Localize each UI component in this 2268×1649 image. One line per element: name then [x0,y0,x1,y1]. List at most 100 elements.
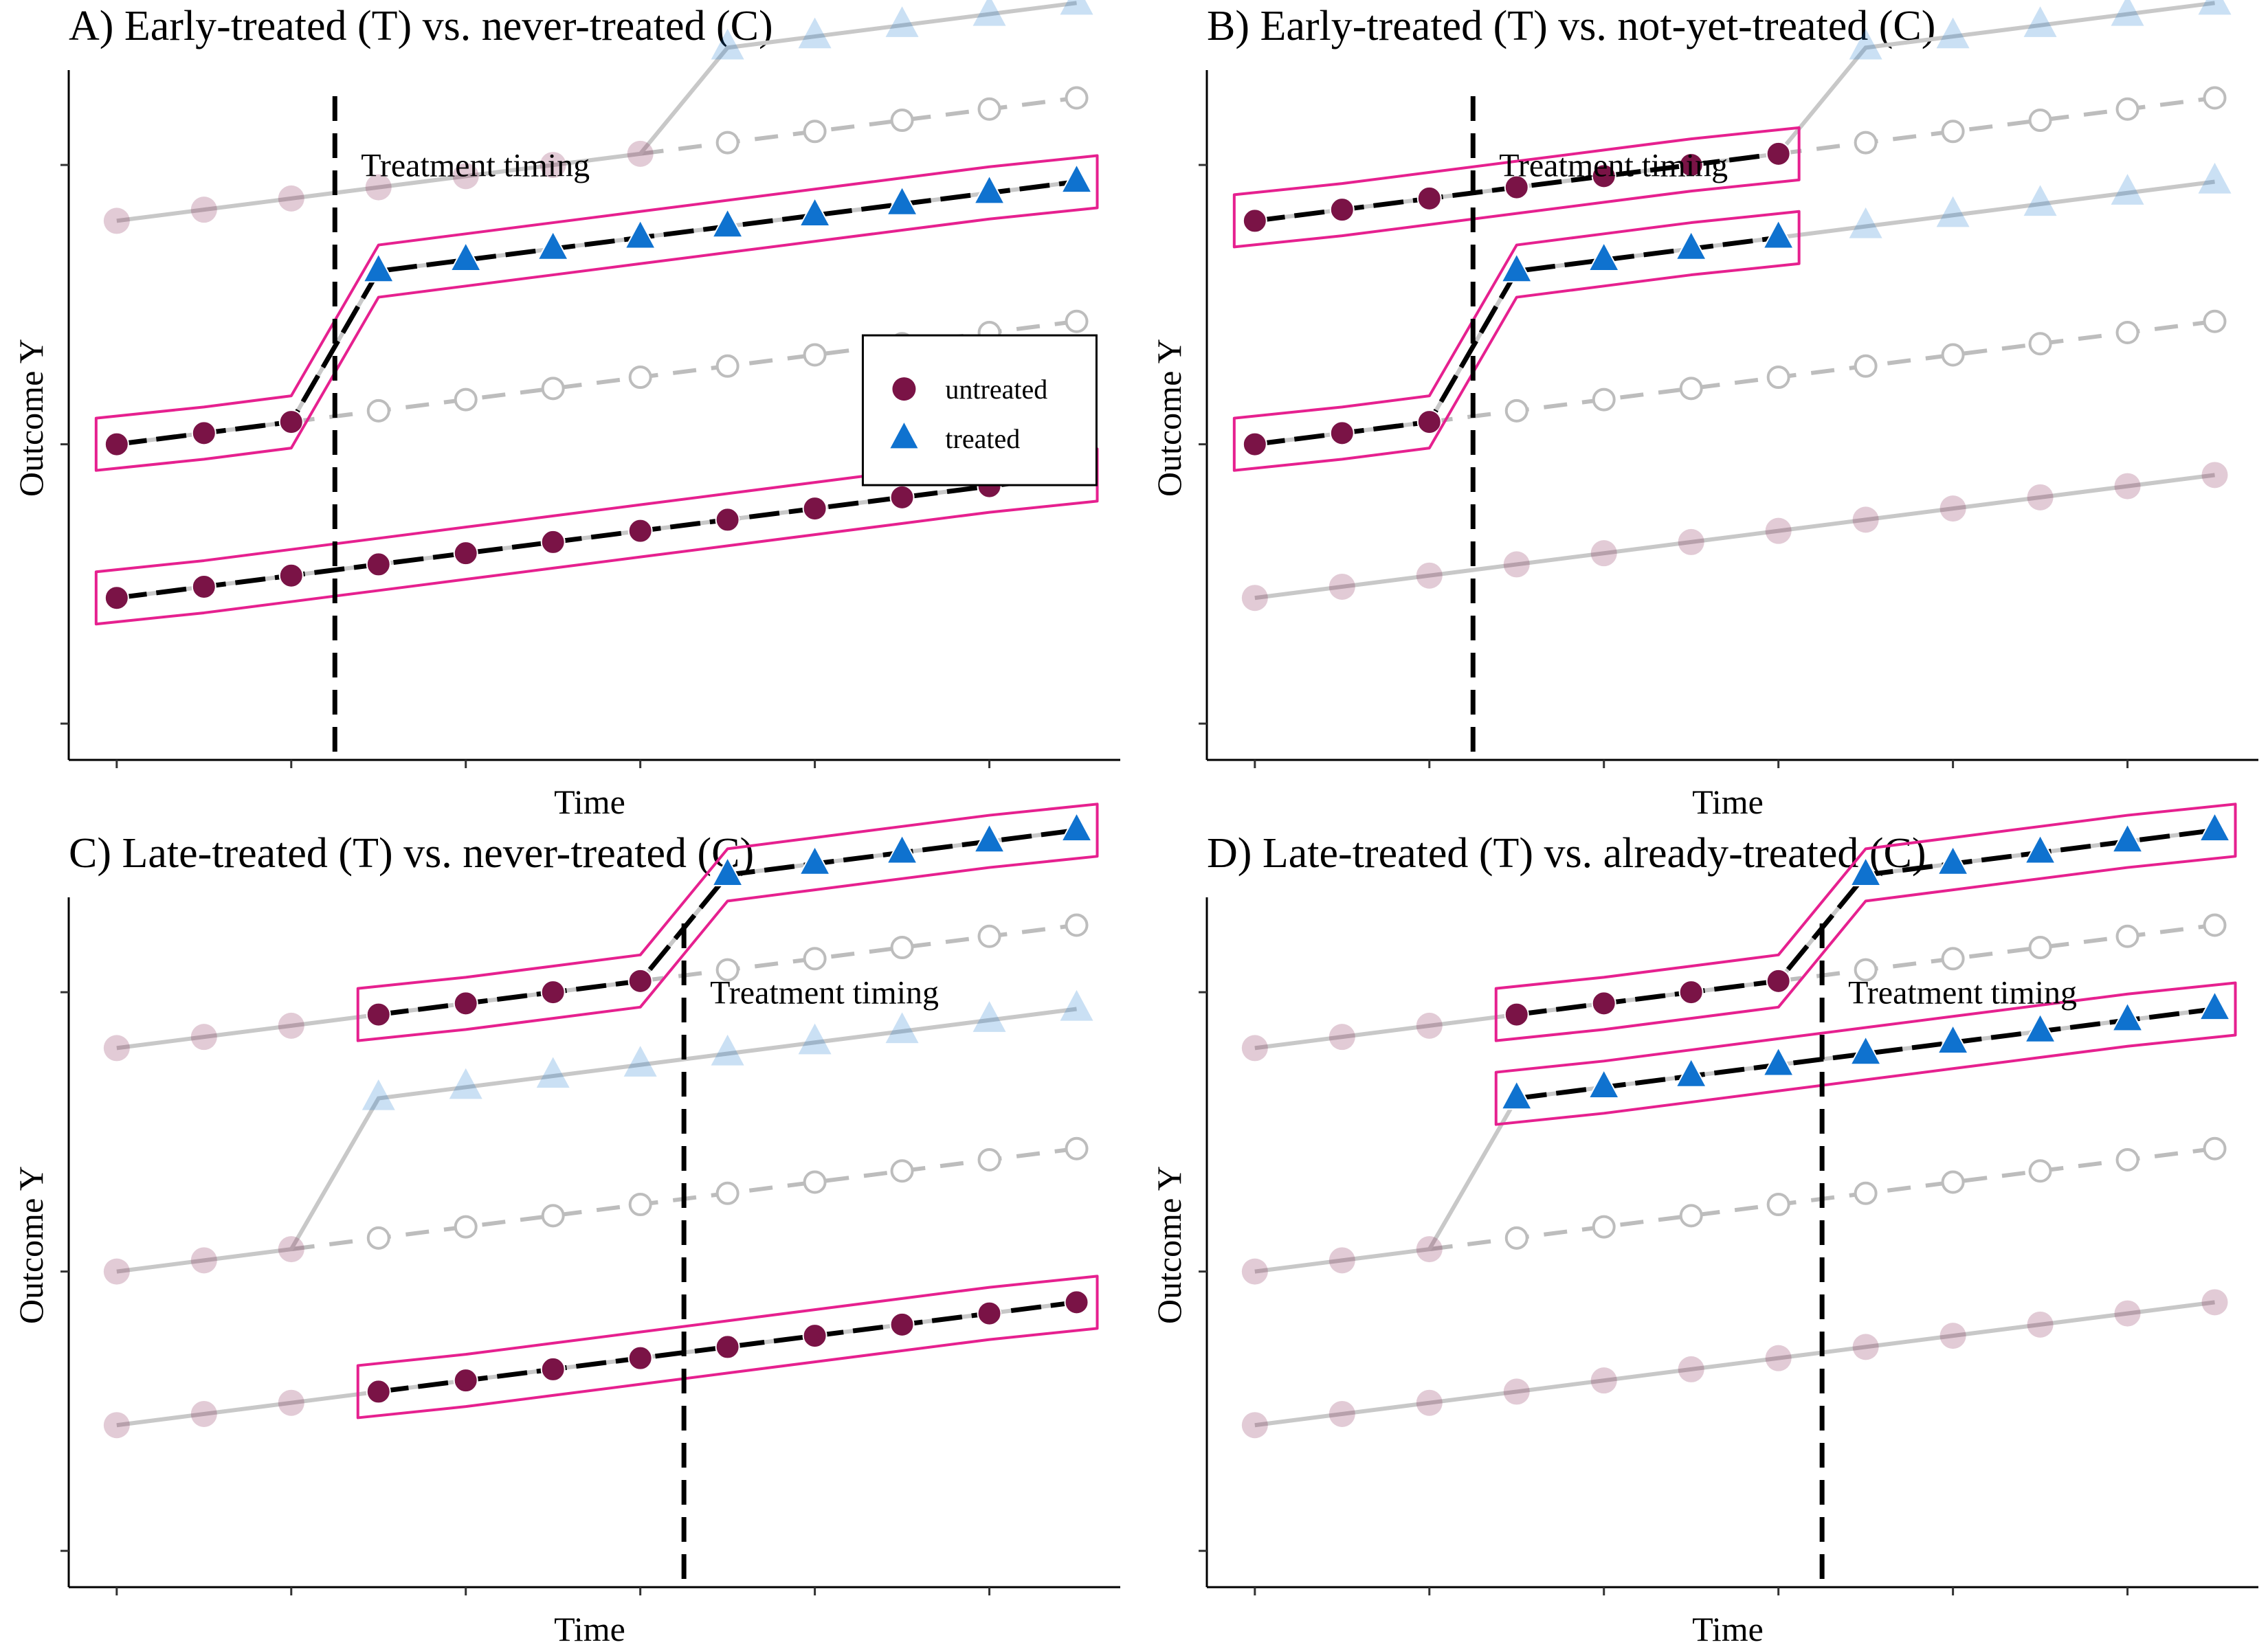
untreated-point [278,410,304,435]
treated-point [1500,252,1533,283]
untreated-point-faded [1241,1412,1268,1439]
treated-point-faded [449,1068,482,1099]
counterfactual-point [803,120,827,144]
untreated-point-faded [1241,1258,1268,1285]
untreated-point-faded [278,185,304,212]
untreated-point-faded [1678,528,1704,555]
counterfactual-point [715,354,740,378]
treated-point-faded [972,0,1006,26]
untreated-point [540,1356,566,1382]
highlight-outline [356,803,1099,1042]
untreated-point [1766,141,1791,166]
untreated-point-faded [2201,462,2228,489]
untreated-point [627,518,653,543]
treated-point [623,218,657,249]
treated-point [1588,1068,1621,1099]
series-line-faded [1254,473,2215,601]
treated-point-faded [362,1079,395,1110]
counterfactual-line [640,923,1077,983]
counterfactual-point [1941,1170,1965,1194]
highlight-outline [356,1275,1099,1420]
untreated-point [453,991,478,1016]
panel-d: D) Late-treated (T) vs. already-treated … [1150,803,2258,1648]
untreated-point-faded [1416,1236,1443,1263]
counterfactual-point [1941,947,1965,971]
untreated-point [1766,968,1791,994]
untreated-point [1591,164,1616,189]
counterfactual-point [1065,309,1089,333]
treated-point [1849,855,1882,887]
treatment-timing-label: Treatment timing [1499,147,1728,183]
untreated-point [1591,991,1616,1016]
treated-point [1936,1023,1970,1054]
counterfactual-point [1854,958,1878,982]
counterfactual-line [1778,96,2215,156]
treated-point-faded [711,28,744,60]
series-line-active [378,1299,1077,1394]
counterfactual-point [1766,366,1790,390]
untreated-point-faded [103,207,130,234]
counterfactual-point [1065,1136,1089,1160]
untreated-point-faded [1678,1356,1704,1382]
legend-label: untreated [945,374,1047,405]
x-axis-label: Time [554,783,625,821]
untreated-point [1678,980,1704,1005]
untreated-point [1416,410,1442,435]
untreated-point [104,585,129,611]
untreated-point-faded [2027,484,2054,511]
legend-treated-symbol [890,423,918,449]
untreated-point-faded [190,1400,217,1427]
highlight-outline [1494,981,2237,1126]
untreated-point-faded [627,140,654,167]
untreated-point-faded [103,1412,130,1439]
untreated-point [1504,175,1529,200]
counterfactual-point [890,936,914,960]
treated-point-faded [2111,174,2144,205]
counterfactual-point [977,1148,1001,1172]
untreated-point [802,1323,827,1349]
series-line-active [116,472,1077,601]
counterfactual-point [715,958,740,982]
treated-point [972,174,1006,205]
untreated-point [366,552,391,577]
treated-point [885,833,919,864]
untreated-point-faded [1765,1345,1792,1371]
counterfactual-point [2028,1159,2052,1183]
treated-point [2111,822,2144,853]
treated-point [1849,1035,1882,1066]
untreated-point [802,496,827,521]
treated-point-faded [885,6,919,37]
counterfactual-point [1592,1215,1616,1239]
untreated-point-faded [1416,1389,1443,1416]
treatment-timing-label: Treatment timing [361,147,590,183]
panel-title: C) Late-treated (T) vs. never-treated (C… [69,830,754,877]
counterfactual-point [2028,109,2052,133]
treated-point [1675,229,1708,260]
treated-point [1060,811,1093,842]
counterfactual-point [1766,1193,1790,1217]
untreated-point-faded [1328,1024,1355,1051]
untreated-point [453,541,478,566]
counterfactual-point [977,924,1001,948]
series-line-active [1516,1007,2215,1101]
untreated-point-faded [1503,551,1530,578]
panel-title: B) Early-treated (T) vs. not-yet-treated… [1207,3,1935,49]
x-axis-label: Time [1692,783,1764,821]
y-axis-label: Outcome Y [1150,1166,1188,1324]
untreated-point [1242,208,1267,234]
treated-point [2198,811,2232,842]
highlight-outline [94,154,1099,472]
untreated-point [453,1368,478,1393]
untreated-point [1416,186,1442,211]
treated-point-faded [623,1046,657,1077]
series-line-faded [116,1007,1077,1274]
untreated-point [889,484,915,510]
treated-point-faded [536,1057,570,1088]
treated-point [449,240,482,271]
untreated-point [889,1312,915,1337]
counterfactual-point [2115,97,2139,121]
treated-point-faded [2023,6,2057,37]
counterfactual-point [1504,1226,1528,1250]
untreated-point [1242,431,1267,457]
